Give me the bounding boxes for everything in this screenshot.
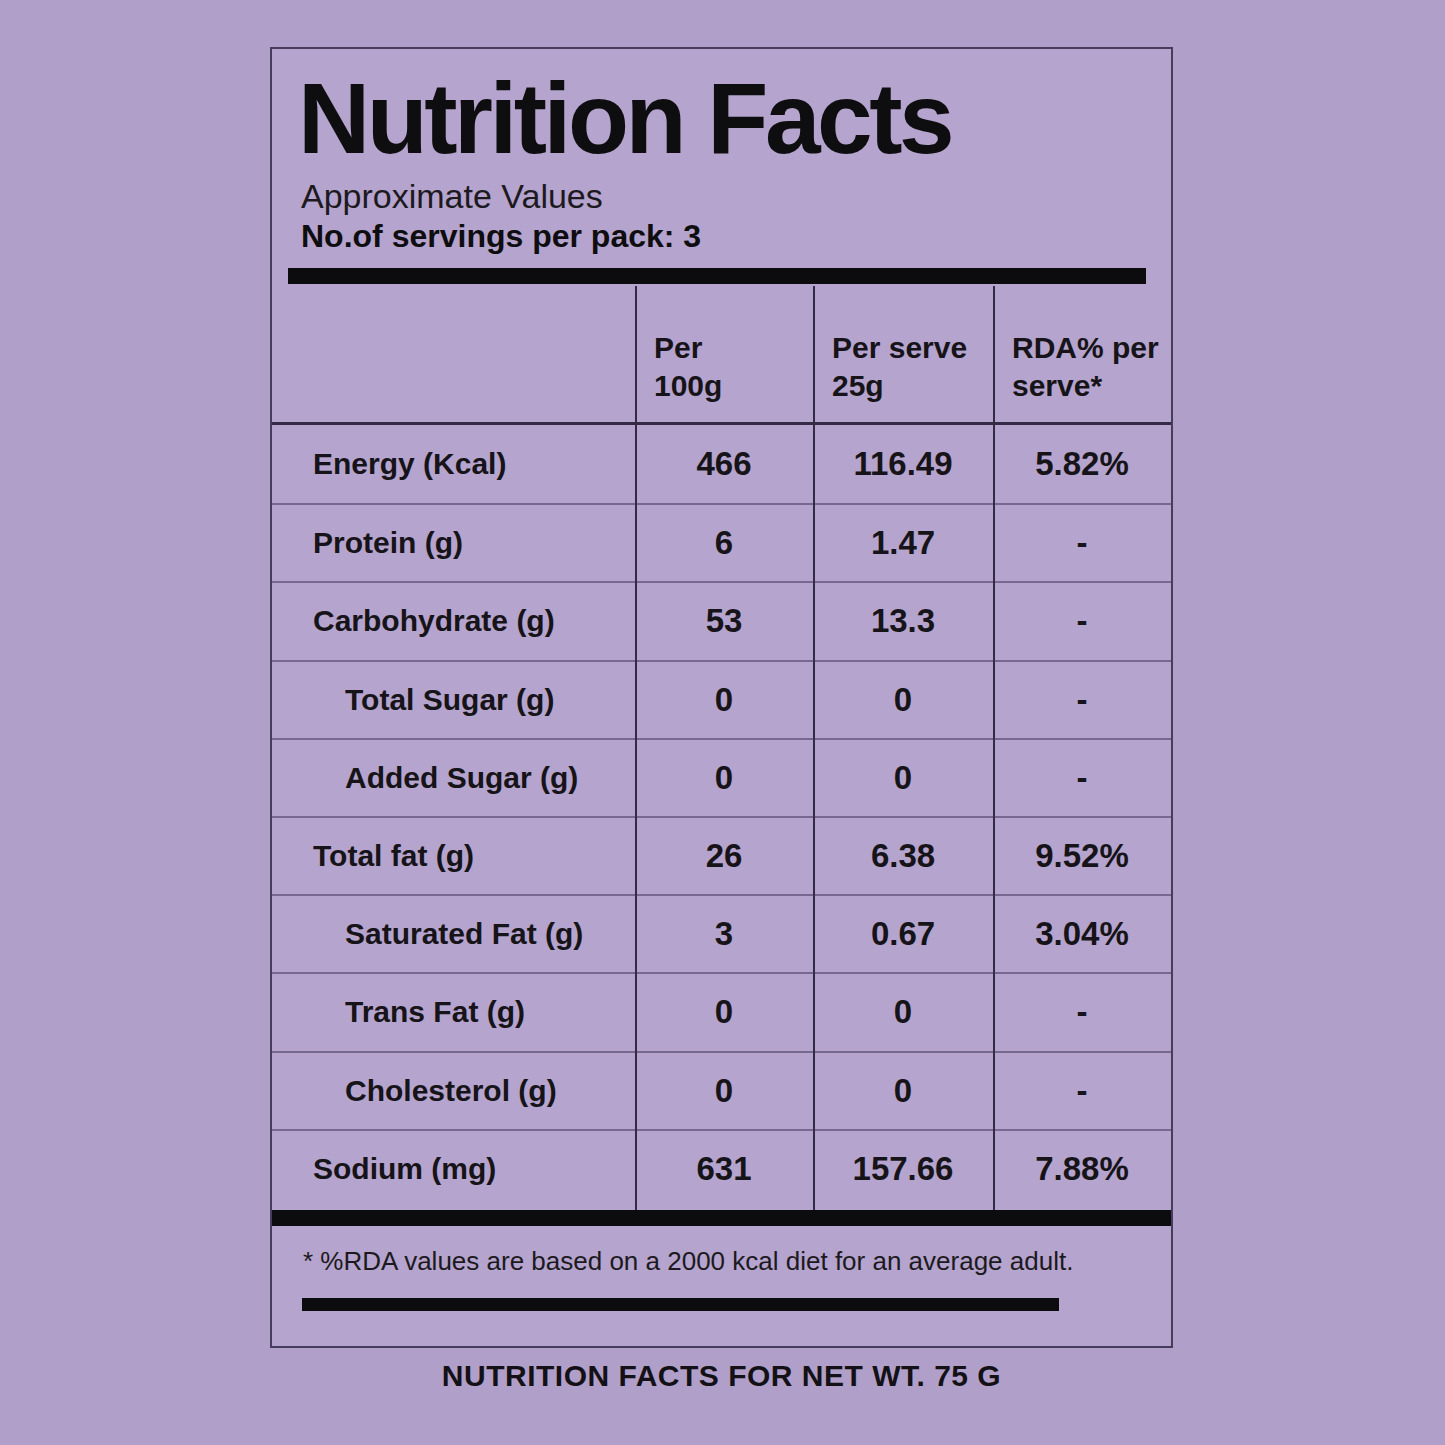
value-per-serve: 157.66 <box>813 1131 993 1207</box>
column-divider-3 <box>993 286 995 1210</box>
value-rda: - <box>993 740 1171 816</box>
value-per-serve: 13.3 <box>813 583 993 659</box>
value-per-100g: 0 <box>635 662 813 738</box>
approximate-values-subtitle: Approximate Values <box>301 177 603 216</box>
value-rda: 5.82% <box>993 425 1171 503</box>
value-rda: - <box>993 974 1171 1050</box>
table-row-total-fat: Total fat (g) 26 6.38 9.52% <box>272 816 1171 894</box>
value-rda: 3.04% <box>993 896 1171 972</box>
bottom-divider-bar <box>272 1210 1171 1226</box>
nutrient-label: Carbohydrate (g) <box>272 583 635 659</box>
table-row-protein: Protein (g) 6 1.47 - <box>272 503 1171 581</box>
top-divider-bar <box>288 268 1146 284</box>
column-header-per-100g: Per 100g <box>635 286 813 422</box>
value-rda: - <box>993 662 1171 738</box>
value-per-serve: 116.49 <box>813 425 993 503</box>
value-rda: - <box>993 583 1171 659</box>
value-per-serve: 0.67 <box>813 896 993 972</box>
page-title: Nutrition Facts <box>298 65 951 171</box>
value-per-serve: 0 <box>813 662 993 738</box>
value-per-serve: 1.47 <box>813 505 993 581</box>
nutrient-label: Cholesterol (g) <box>272 1053 635 1129</box>
value-per-serve: 0 <box>813 740 993 816</box>
value-rda: 9.52% <box>993 818 1171 894</box>
column-divider-1 <box>635 286 637 1210</box>
nutrition-table: Per 100g Per serve 25g RDA% per serve* E… <box>272 286 1171 1210</box>
value-rda: - <box>993 1053 1171 1129</box>
column-header-rda: RDA% per serve* <box>993 286 1171 422</box>
nutrient-label: Sodium (mg) <box>272 1131 635 1207</box>
nutrient-label: Protein (g) <box>272 505 635 581</box>
table-row-energy: Energy (Kcal) 466 116.49 5.82% <box>272 425 1171 503</box>
nutrition-facts-label: Nutrition Facts Approximate Values No.of… <box>270 47 1173 1348</box>
value-per-100g: 631 <box>635 1131 813 1207</box>
column-divider-2 <box>813 286 815 1210</box>
nutrient-label: Total Sugar (g) <box>272 662 635 738</box>
value-per-serve: 6.38 <box>813 818 993 894</box>
table-row-added-sugar: Added Sugar (g) 0 0 - <box>272 738 1171 816</box>
servings-per-pack: No.of servings per pack: 3 <box>301 218 701 255</box>
table-row-sodium: Sodium (mg) 631 157.66 7.88% <box>272 1129 1171 1207</box>
column-header-per-serve: Per serve 25g <box>813 286 993 422</box>
rda-footnote: * %RDA values are based on a 2000 kcal d… <box>303 1246 1073 1277</box>
net-weight-caption: NUTRITION FACTS FOR NET WT. 75 G <box>270 1359 1173 1393</box>
value-rda: - <box>993 505 1171 581</box>
value-per-100g: 466 <box>635 425 813 503</box>
value-rda: 7.88% <box>993 1131 1171 1207</box>
table-row-total-sugar: Total Sugar (g) 0 0 - <box>272 660 1171 738</box>
nutrient-label: Trans Fat (g) <box>272 974 635 1050</box>
value-per-100g: 6 <box>635 505 813 581</box>
value-per-100g: 26 <box>635 818 813 894</box>
nutrient-label: Added Sugar (g) <box>272 740 635 816</box>
nutrient-label: Saturated Fat (g) <box>272 896 635 972</box>
nutrient-label: Energy (Kcal) <box>272 425 635 503</box>
nutrient-label: Total fat (g) <box>272 818 635 894</box>
table-row-saturated-fat: Saturated Fat (g) 3 0.67 3.04% <box>272 894 1171 972</box>
value-per-serve: 0 <box>813 974 993 1050</box>
table-row-carbohydrate: Carbohydrate (g) 53 13.3 - <box>272 581 1171 659</box>
table-row-trans-fat: Trans Fat (g) 0 0 - <box>272 972 1171 1050</box>
value-per-100g: 53 <box>635 583 813 659</box>
value-per-100g: 0 <box>635 974 813 1050</box>
value-per-100g: 3 <box>635 896 813 972</box>
footnote-underline-bar <box>302 1298 1059 1311</box>
table-row-cholesterol: Cholesterol (g) 0 0 - <box>272 1051 1171 1129</box>
value-per-100g: 0 <box>635 1053 813 1129</box>
value-per-100g: 0 <box>635 740 813 816</box>
column-header-blank <box>272 286 635 422</box>
table-header-row: Per 100g Per serve 25g RDA% per serve* <box>272 286 1171 425</box>
value-per-serve: 0 <box>813 1053 993 1129</box>
